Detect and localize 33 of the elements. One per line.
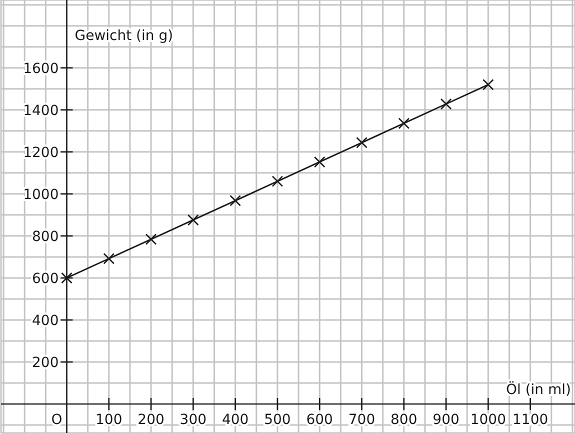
point — [272, 176, 284, 188]
x-tick-label: 200 — [138, 412, 164, 428]
x-tick-label: 400 — [222, 412, 249, 428]
point — [103, 252, 115, 264]
y-tick-label: 600 — [32, 270, 59, 287]
annotation: O — [51, 412, 62, 428]
point — [230, 194, 242, 206]
point — [398, 118, 410, 130]
x-tick-label: 1000 — [470, 412, 506, 428]
point — [61, 272, 72, 284]
x-axis-title: Öl (in ml) — [506, 381, 571, 398]
y-tick-label: 1000 — [23, 186, 59, 203]
x-tick-label: 100 — [96, 412, 122, 428]
point — [187, 214, 199, 226]
point — [440, 98, 452, 110]
y-tick-label: 1200 — [23, 144, 59, 161]
x-tick-label: 300 — [180, 412, 207, 428]
y-tick-label: 1400 — [23, 102, 59, 119]
x-tick-label: 500 — [264, 412, 291, 428]
point — [145, 234, 157, 245]
y-tick-label: 800 — [32, 228, 59, 245]
y-axis-title: Gewicht (in g) — [74, 28, 174, 44]
point — [482, 78, 494, 90]
y-tick-label: 1600 — [23, 60, 59, 77]
x-tick-label: 900 — [432, 412, 460, 428]
point — [314, 156, 326, 168]
y-tick-label: 200 — [32, 354, 59, 371]
x-tick-label: 600 — [306, 412, 333, 428]
x-tick-label: 1100 — [512, 412, 548, 428]
x-tick-label: 800 — [390, 412, 418, 428]
y-tick-label: 400 — [32, 312, 59, 329]
x-tick-label: 700 — [348, 412, 376, 428]
point — [356, 136, 368, 148]
